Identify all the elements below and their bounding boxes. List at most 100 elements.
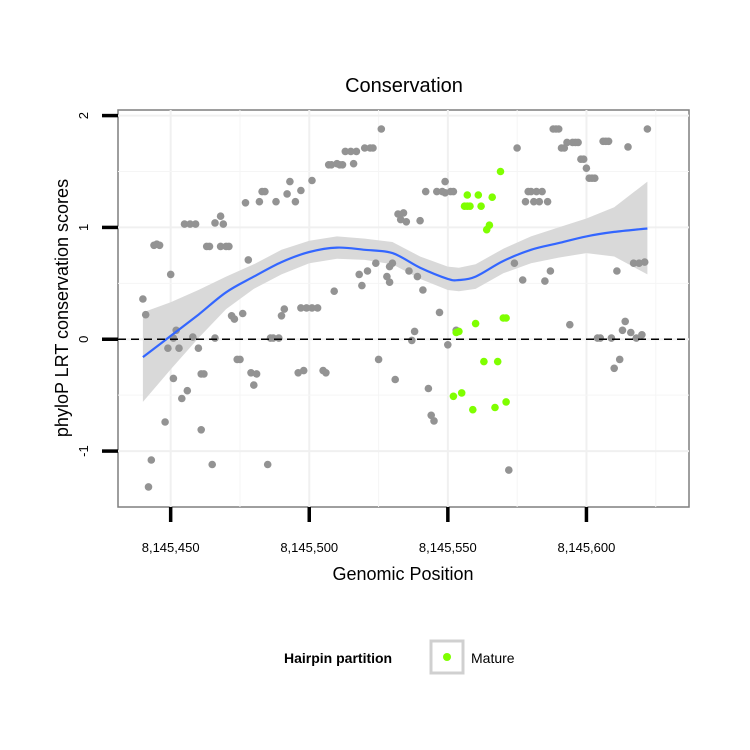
data-point — [241, 199, 250, 207]
data-point — [607, 334, 616, 342]
data-point — [183, 386, 192, 395]
data-point — [175, 344, 183, 353]
data-point — [546, 267, 555, 275]
data-point — [358, 281, 366, 290]
data-point — [169, 374, 178, 383]
data-point — [530, 197, 538, 206]
y-tick-label: 2 — [76, 112, 91, 119]
chart-title: Conservation — [345, 75, 463, 97]
data-point — [427, 411, 436, 420]
legend: Hairpin partition Mature — [284, 639, 515, 675]
data-point — [419, 286, 427, 294]
data-point — [205, 242, 214, 251]
mature-point — [496, 167, 505, 176]
data-point — [538, 187, 546, 196]
data-point — [624, 143, 632, 151]
y-tick-label: 1 — [76, 224, 91, 231]
data-point — [374, 355, 383, 364]
data-point — [166, 270, 175, 279]
mature-point — [477, 202, 485, 210]
data-point — [416, 216, 424, 225]
data-point — [194, 344, 203, 353]
mature-point — [474, 191, 483, 199]
data-point — [402, 218, 411, 226]
data-point — [272, 197, 280, 206]
x-axis: 8,145,450 8,145,500 8,145,550 8,145,600 — [142, 507, 616, 555]
data-point — [230, 315, 239, 323]
data-point — [349, 159, 358, 168]
x-axis-title: Genomic Position — [332, 564, 473, 584]
mature-point — [466, 202, 474, 210]
data-point — [219, 220, 228, 228]
data-point — [391, 375, 400, 384]
data-point — [527, 187, 535, 196]
mature-point — [463, 191, 472, 199]
data-point — [297, 304, 305, 312]
data-point — [347, 147, 355, 156]
mature-point — [471, 319, 480, 328]
data-point — [322, 369, 330, 377]
legend-title: Hairpin partition — [284, 650, 392, 666]
mature-point — [449, 392, 458, 401]
data-point — [574, 138, 582, 147]
data-point — [275, 334, 283, 342]
data-point — [302, 304, 311, 312]
y-tick-label: -1 — [76, 445, 91, 457]
data-point — [180, 220, 189, 228]
data-point — [255, 197, 264, 206]
data-point — [144, 483, 153, 491]
data-point — [566, 320, 574, 329]
data-point — [421, 187, 430, 196]
data-point — [532, 187, 541, 196]
x-tick-label: 8,145,550 — [419, 540, 477, 555]
data-point — [355, 270, 364, 279]
data-point — [372, 259, 380, 268]
data-point — [615, 355, 624, 364]
mature-point — [480, 357, 488, 366]
mature-point — [502, 314, 510, 322]
data-point — [505, 466, 513, 474]
data-point — [291, 197, 300, 206]
mature-point — [491, 403, 499, 412]
x-tick-label: 8,145,600 — [558, 540, 616, 555]
data-point — [252, 370, 261, 378]
data-point — [596, 334, 605, 342]
data-point — [408, 336, 416, 345]
y-tick-label: 0 — [76, 336, 91, 343]
data-point — [330, 287, 339, 296]
data-point — [543, 197, 552, 206]
x-tick-label: 8,145,500 — [280, 540, 338, 555]
data-point — [164, 344, 172, 353]
data-point — [208, 460, 216, 469]
data-point — [629, 259, 638, 268]
data-point — [147, 456, 156, 464]
data-point — [211, 219, 219, 227]
data-point — [535, 197, 544, 206]
data-point — [225, 242, 233, 251]
data-point — [441, 177, 449, 186]
data-point — [591, 174, 599, 182]
mature-point — [488, 193, 497, 201]
mature-point — [493, 357, 502, 366]
mature-point — [457, 389, 466, 397]
confidence-band-layer — [142, 181, 648, 402]
data-point — [643, 125, 652, 133]
data-point — [308, 176, 316, 185]
legend-key-box — [429, 639, 465, 675]
data-point — [250, 381, 258, 389]
data-point — [444, 341, 452, 349]
data-point — [236, 355, 244, 364]
data-point — [405, 267, 413, 275]
mature-point — [469, 405, 477, 414]
data-point — [554, 125, 563, 133]
data-point — [277, 312, 286, 320]
data-point — [297, 186, 305, 195]
mature-point — [455, 327, 463, 336]
data-point — [399, 209, 408, 217]
data-point — [197, 426, 205, 434]
data-point — [139, 295, 147, 303]
data-point — [541, 277, 549, 285]
x-tick-label: 8,145,450 — [142, 540, 200, 555]
data-point — [638, 331, 646, 339]
data-point — [216, 242, 225, 251]
